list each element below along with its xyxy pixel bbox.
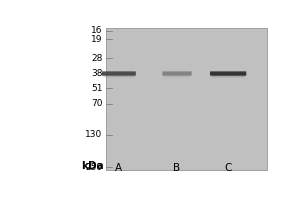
FancyBboxPatch shape [106, 28, 266, 170]
FancyBboxPatch shape [102, 71, 136, 76]
FancyBboxPatch shape [162, 71, 192, 76]
Text: 38: 38 [91, 69, 103, 78]
FancyBboxPatch shape [164, 75, 190, 77]
Text: kDa: kDa [81, 161, 104, 171]
FancyBboxPatch shape [103, 75, 134, 77]
Text: 28: 28 [91, 54, 103, 63]
Text: 19: 19 [91, 35, 103, 44]
FancyBboxPatch shape [212, 75, 245, 77]
Text: 51: 51 [91, 84, 103, 93]
Text: 16: 16 [91, 26, 103, 35]
Text: 250: 250 [85, 163, 103, 172]
Text: 70: 70 [91, 99, 103, 108]
Text: B: B [173, 163, 181, 173]
Text: C: C [224, 163, 232, 173]
Text: 130: 130 [85, 130, 103, 139]
FancyBboxPatch shape [210, 71, 246, 76]
Text: A: A [115, 163, 122, 173]
